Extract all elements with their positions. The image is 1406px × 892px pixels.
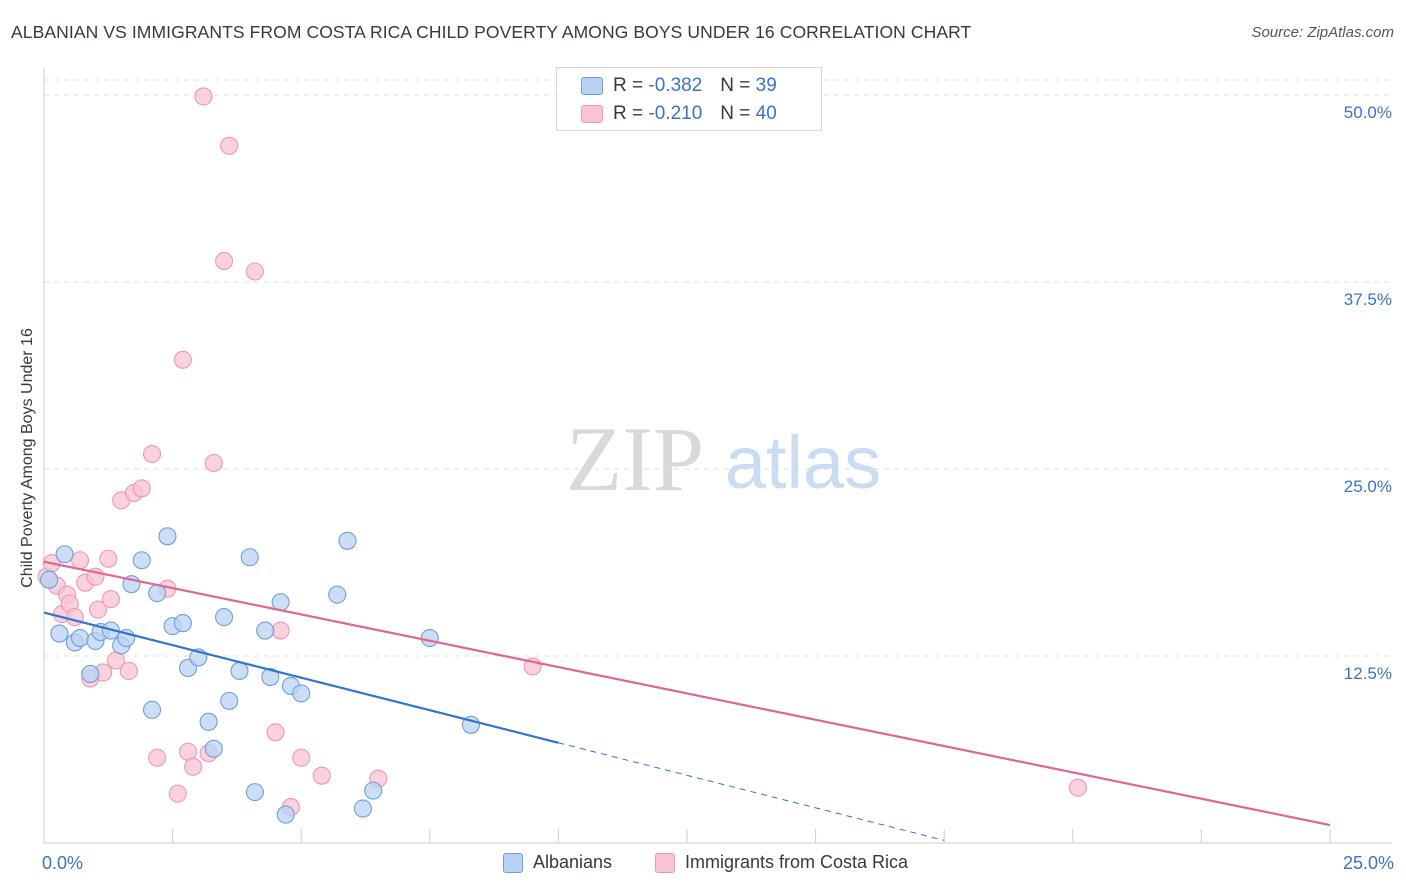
costa-rica-point: [220, 136, 239, 155]
albanian-point: [245, 783, 264, 802]
albanian-trend-extension: [558, 742, 945, 841]
costa-rica-point: [245, 262, 264, 281]
albanian-point: [199, 712, 218, 731]
albanian-legend-label: Albanians: [533, 852, 613, 872]
albanian-point: [353, 799, 372, 818]
albanian-point: [230, 661, 249, 681]
albanian-point: [240, 548, 259, 567]
albanian-point: [40, 570, 59, 589]
costa-rica-point: [70, 551, 90, 570]
costa-rica-point: [148, 748, 167, 767]
gridlines: [44, 79, 1392, 657]
albanian-point: [81, 664, 100, 683]
legend-row-costa-rica: R = -0.210 N = 40: [581, 102, 777, 126]
costa-rica-point: [194, 87, 213, 106]
albanian-point: [420, 628, 439, 648]
albanian-point: [55, 545, 74, 564]
costa-rica-point: [142, 444, 162, 464]
costa-rica-point: [312, 766, 331, 785]
costa-rica-point: [173, 350, 192, 369]
costa-rica-point: [184, 757, 203, 776]
costa-rica-point: [132, 479, 151, 498]
albanian-point: [220, 691, 239, 710]
y-tick-label: 37.5%: [1344, 290, 1392, 309]
watermark-zip: ZIP: [566, 408, 704, 510]
costa-rica-point: [204, 453, 223, 473]
legend-row-albanians: R = -0.382 N = 39: [581, 74, 777, 98]
legend-n-value: 40: [755, 103, 777, 124]
albanian-point: [70, 628, 90, 648]
bottom-legend-costa-rica: Immigrants from Costa Rica: [655, 852, 908, 873]
watermark-atlas: atlas: [725, 421, 881, 504]
albanian-point: [50, 624, 69, 643]
albanian-point: [364, 781, 383, 800]
legend-r-label: R =: [613, 103, 644, 124]
y-tick-label: 12.5%: [1344, 664, 1392, 683]
costa-rica-trend-line: [43, 560, 1331, 827]
costa-rica-point: [119, 661, 138, 681]
albanian-point: [142, 700, 162, 719]
y-tick-label: 25.0%: [1344, 477, 1392, 496]
source-credit: Source: ZipAtlas.com: [1251, 24, 1394, 41]
costa-rica-legend-swatch: [655, 852, 675, 873]
costa-rica-point: [266, 723, 285, 742]
albanian-point: [132, 551, 151, 570]
correlation-legend: R = -0.382 N = 39 R = -0.210 N = 40: [556, 67, 822, 131]
y-tick-label: 50.0%: [1344, 103, 1392, 122]
legend-r-label: R =: [613, 75, 644, 96]
costa-rica-point: [101, 590, 120, 609]
legend-n-label: N =: [720, 103, 751, 124]
albanian-point: [256, 621, 275, 640]
albanian-point: [204, 739, 223, 758]
y-tick-labels: 12.5% 25.0% 37.5% 50.0%: [1344, 103, 1392, 683]
costa-rica-swatch: [581, 105, 603, 123]
legend-r-value: -0.210: [648, 103, 703, 124]
costa-rica-point: [271, 621, 290, 640]
trend-lines: [43, 560, 1331, 841]
albanian-trend-line: [43, 611, 559, 744]
costa-rica-point: [99, 549, 118, 568]
costa-rica-point: [292, 748, 311, 767]
x-tick-label-min: 0.0%: [42, 853, 84, 873]
albanian-point: [276, 805, 295, 824]
albanian-point: [173, 614, 192, 633]
albanian-point: [292, 684, 311, 703]
costa-rica-point: [168, 784, 187, 803]
albanian-point: [338, 531, 357, 550]
costa-rica-point: [1068, 778, 1087, 797]
axes: [43, 68, 1392, 844]
watermark: ZIP atlas: [566, 408, 881, 510]
bottom-legend-albanians: Albanians: [503, 852, 612, 873]
x-tick-label-max: 25.0%: [1342, 853, 1394, 873]
albanian-legend-swatch: [503, 852, 523, 873]
legend-r-value: -0.382: [648, 75, 703, 96]
albanian-point: [214, 608, 234, 627]
legend-n-value: 39: [755, 75, 777, 96]
costa-rica-legend-label: Immigrants from Costa Rica: [685, 852, 909, 872]
chart-title: ALBANIAN VS IMMIGRANTS FROM COSTA RICA C…: [11, 22, 972, 42]
albanian-swatch: [581, 77, 603, 95]
costa-rica-point: [214, 251, 234, 271]
albanian-point: [261, 667, 280, 686]
legend-n-label: N =: [720, 75, 751, 96]
costa-rica-points: [37, 87, 1087, 817]
costa-rica-point: [88, 600, 108, 619]
albanian-point: [328, 585, 347, 604]
albanian-point: [158, 527, 177, 546]
